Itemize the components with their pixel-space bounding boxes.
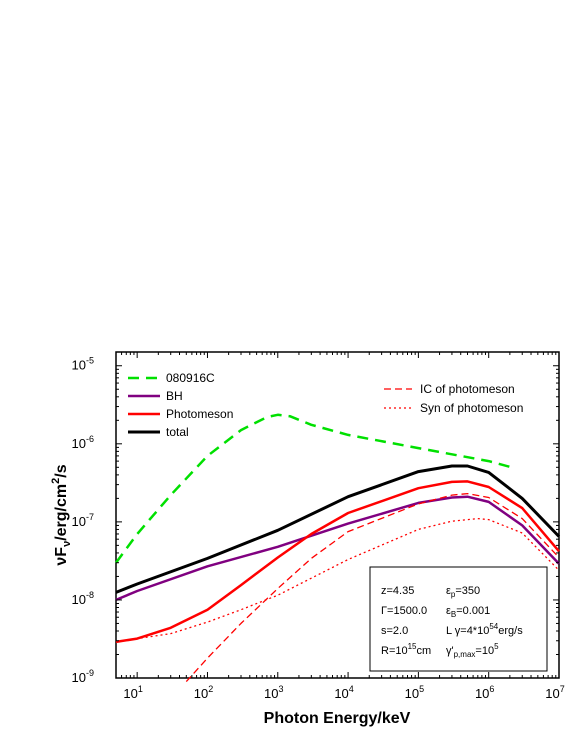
y-tick-label: 10-9 <box>72 668 94 685</box>
parameter-label: γ'p,max=105 <box>446 642 499 659</box>
parameter-label: z=4.35 <box>381 585 414 597</box>
x-tick-label: 101 <box>123 684 142 701</box>
y-axis-title-end: /s <box>53 464 70 477</box>
x-tick-label: 105 <box>405 684 424 701</box>
legend-left: 080916C BH Photomeson total <box>128 371 233 439</box>
parameter-label: s=2.0 <box>381 625 408 637</box>
legend-label-080916c: 080916C <box>166 371 215 385</box>
x-tick-label: 102 <box>194 684 213 701</box>
parameter-label: L γ=4*1054erg/s <box>446 622 523 637</box>
parameter-label: εB=0.001 <box>446 605 490 619</box>
parameter-label: R=1015cm <box>381 642 431 657</box>
parameter-label: εp=350 <box>446 585 480 599</box>
series-line-syn-of-photomeson <box>115 517 560 643</box>
parameter-box-frame <box>369 566 548 672</box>
y-axis-title-sup: 2 <box>50 478 62 484</box>
x-axis-title: Photon Energy/keV <box>264 710 411 727</box>
legend-label-ic-of-photomeson: IC of photomeson <box>420 382 515 396</box>
series-line-ic-of-photomeson <box>185 492 560 683</box>
parameter-text-layer: z=4.35 εp=350 Γ=1500.0 εB=0.001 s=2.0 L γ=4*1… <box>381 585 523 659</box>
series-layer <box>114 413 561 683</box>
legend-label-photomeson: Photomeson <box>166 407 233 421</box>
y-axis-title-sub: ν <box>61 541 73 547</box>
legend-label-bh: BH <box>166 389 183 403</box>
legend-label-total: total <box>166 425 189 439</box>
legend-label-syn-of-photomeson: Syn of photomeson <box>420 401 523 415</box>
x-tick-label: 106 <box>475 684 494 701</box>
y-tick-label: 10-6 <box>72 434 94 451</box>
y-tick-label: 10-8 <box>72 590 94 607</box>
legend-right: IC of photomeson Syn of photomeson <box>384 382 523 415</box>
y-tick-label: 10-7 <box>72 512 94 529</box>
x-tick-label: 104 <box>334 684 353 701</box>
x-tick-label: 103 <box>264 684 283 701</box>
y-axis-title-main: νF <box>53 547 70 566</box>
y-axis-title: νFν/erg/cm2/s <box>50 464 73 565</box>
parameter-box: z=4.35 εp=350 Γ=1500.0 εB=0.001 s=2.0 L γ=4*1… <box>369 566 548 672</box>
y-tick-label: 10-5 <box>72 356 94 373</box>
y-axis-title-tail: /erg/cm <box>53 484 70 541</box>
ticks-layer: 101 102 103 104 105 106 107 10-9 10-8 10-7 10-6 10-… <box>72 352 565 701</box>
parameter-label: Γ=1500.0 <box>381 605 427 617</box>
series-line-bh <box>115 495 560 602</box>
series-line-total <box>115 464 561 594</box>
x-tick-label: 107 <box>545 684 564 701</box>
series-line-080916c <box>114 413 515 564</box>
series-line-photomeson <box>115 480 560 644</box>
